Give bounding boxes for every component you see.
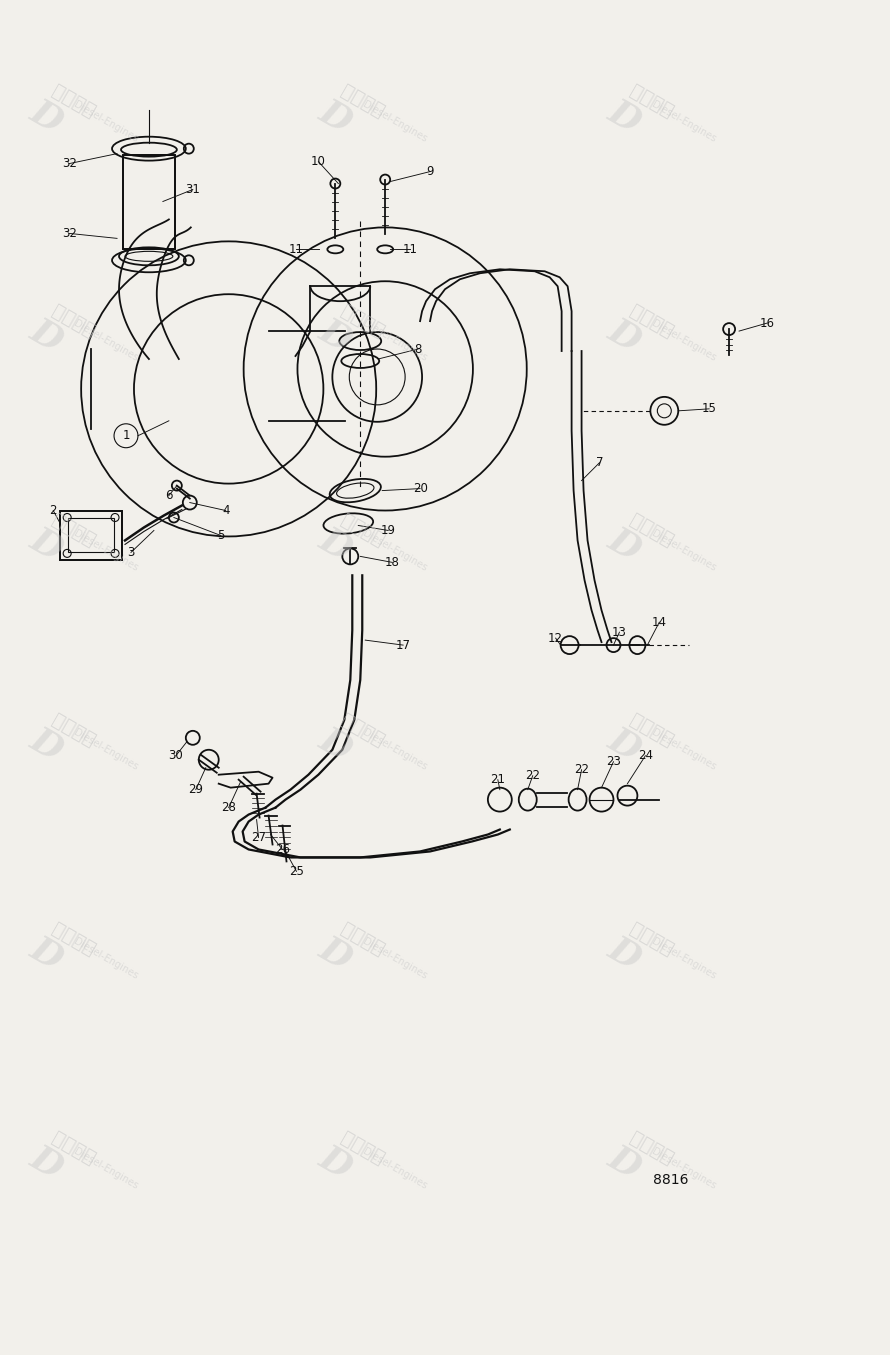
Text: 紫发动力: 紫发动力: [627, 710, 676, 749]
Text: 11: 11: [402, 243, 417, 256]
Text: Diesel-Engines: Diesel-Engines: [72, 728, 140, 772]
Text: Diesel-Engines: Diesel-Engines: [651, 936, 718, 981]
Text: 紫发动力: 紫发动力: [48, 919, 98, 959]
Text: 11: 11: [289, 243, 304, 256]
Text: D: D: [24, 722, 69, 767]
Text: D: D: [313, 722, 358, 767]
Text: D: D: [603, 95, 646, 140]
Text: Diesel-Engines: Diesel-Engines: [72, 1146, 140, 1191]
Text: 紫发动力: 紫发动力: [337, 1129, 387, 1168]
Text: 紫发动力: 紫发动力: [337, 81, 387, 122]
Text: 17: 17: [396, 638, 410, 652]
Text: D: D: [313, 932, 358, 977]
Text: Diesel-Engines: Diesel-Engines: [361, 99, 429, 144]
Text: Diesel-Engines: Diesel-Engines: [361, 318, 429, 363]
Text: 紫发动力: 紫发动力: [48, 710, 98, 749]
Text: Diesel-Engines: Diesel-Engines: [361, 528, 429, 573]
Text: 紫发动力: 紫发动力: [48, 301, 98, 341]
Text: 12: 12: [548, 631, 563, 645]
Text: 紫发动力: 紫发动力: [48, 1129, 98, 1168]
Text: Diesel-Engines: Diesel-Engines: [72, 318, 140, 363]
Text: D: D: [603, 313, 646, 359]
Text: D: D: [313, 1141, 358, 1186]
Text: 7: 7: [595, 457, 603, 469]
Text: 紫发动力: 紫发动力: [627, 919, 676, 959]
Text: 22: 22: [574, 763, 589, 776]
Text: Diesel-Engines: Diesel-Engines: [651, 1146, 718, 1191]
Text: 19: 19: [381, 524, 396, 537]
Text: D: D: [24, 95, 69, 140]
Text: 21: 21: [490, 774, 506, 786]
Text: 13: 13: [612, 626, 627, 638]
Bar: [61, 511, 122, 561]
Text: 紫发动力: 紫发动力: [337, 511, 387, 550]
Text: 32: 32: [61, 157, 77, 171]
Text: D: D: [313, 523, 358, 568]
Text: 紫发动力: 紫发动力: [337, 919, 387, 959]
Bar: [123, 154, 174, 249]
Text: 22: 22: [525, 770, 540, 782]
Text: Diesel-Engines: Diesel-Engines: [651, 318, 718, 363]
Text: Diesel-Engines: Diesel-Engines: [651, 99, 718, 144]
Text: 2: 2: [50, 504, 57, 518]
Text: 16: 16: [759, 317, 774, 329]
Text: Diesel-Engines: Diesel-Engines: [72, 99, 140, 144]
Text: Diesel-Engines: Diesel-Engines: [72, 936, 140, 981]
Text: 紫发动力: 紫发动力: [337, 301, 387, 341]
Text: 8: 8: [415, 343, 422, 355]
Text: 20: 20: [413, 482, 427, 495]
Text: D: D: [603, 722, 646, 767]
Text: 1: 1: [122, 430, 130, 442]
Text: Diesel-Engines: Diesel-Engines: [361, 936, 429, 981]
Text: 紫发动力: 紫发动力: [48, 511, 98, 550]
Text: 紫发动力: 紫发动力: [627, 511, 676, 550]
Text: D: D: [24, 1141, 69, 1186]
Text: D: D: [313, 95, 358, 140]
Text: 14: 14: [651, 615, 667, 629]
Text: 18: 18: [384, 556, 400, 569]
Bar: [123, 154, 174, 249]
Text: 6: 6: [166, 489, 173, 503]
Text: 4: 4: [222, 504, 230, 518]
Text: 23: 23: [606, 755, 621, 768]
Text: D: D: [313, 313, 358, 359]
Text: Diesel-Engines: Diesel-Engines: [361, 1146, 429, 1191]
Text: Diesel-Engines: Diesel-Engines: [361, 728, 429, 772]
Text: 9: 9: [426, 165, 433, 178]
Text: 29: 29: [189, 783, 203, 797]
Text: 10: 10: [311, 154, 326, 168]
Text: 25: 25: [289, 864, 303, 878]
Text: Diesel-Engines: Diesel-Engines: [72, 528, 140, 573]
Text: 30: 30: [168, 749, 183, 763]
Text: Diesel-Engines: Diesel-Engines: [651, 728, 718, 772]
Text: 27: 27: [251, 831, 266, 844]
Text: D: D: [603, 1141, 646, 1186]
Text: 紫发动力: 紫发动力: [627, 81, 676, 122]
Bar: [61, 511, 122, 561]
Text: D: D: [24, 523, 69, 568]
Text: 紫发动力: 紫发动力: [627, 1129, 676, 1168]
Text: 5: 5: [217, 528, 224, 542]
Text: 24: 24: [638, 749, 653, 763]
Text: 8816: 8816: [653, 1173, 689, 1187]
Text: D: D: [24, 932, 69, 977]
Text: D: D: [603, 932, 646, 977]
Text: 15: 15: [701, 402, 716, 416]
Text: 紫发动力: 紫发动力: [48, 81, 98, 122]
Text: 28: 28: [222, 801, 236, 814]
Text: D: D: [24, 313, 69, 359]
Text: 紫发动力: 紫发动力: [337, 710, 387, 749]
Text: Diesel-Engines: Diesel-Engines: [651, 528, 718, 573]
Text: 紫发动力: 紫发动力: [627, 301, 676, 341]
Text: 3: 3: [127, 546, 134, 558]
Bar: [69, 519, 114, 553]
Text: 32: 32: [61, 226, 77, 240]
Text: 26: 26: [275, 843, 290, 856]
Text: D: D: [603, 523, 646, 568]
Text: 31: 31: [185, 183, 200, 196]
